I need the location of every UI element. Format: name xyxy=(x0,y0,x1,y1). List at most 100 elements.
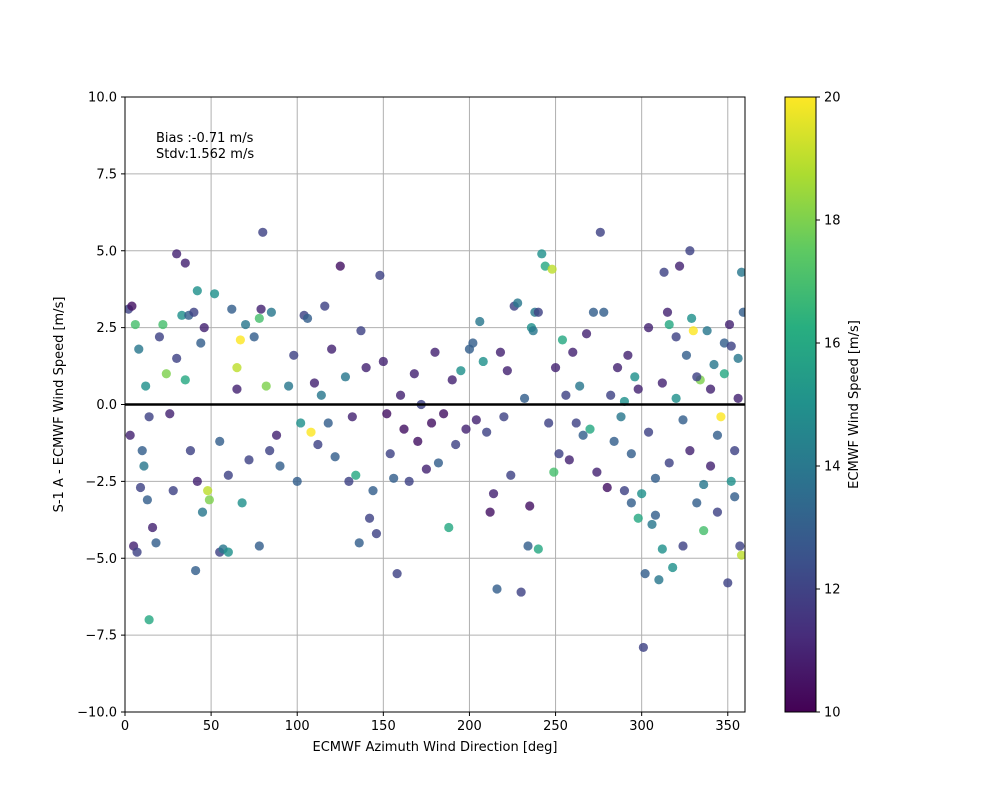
scatter-point xyxy=(399,424,409,434)
scatter-point xyxy=(640,569,650,579)
scatter-point xyxy=(738,307,745,317)
scatter-point xyxy=(395,390,406,400)
scatter-point xyxy=(172,353,182,363)
scatter-point xyxy=(404,476,414,486)
scatter-point xyxy=(197,507,208,517)
scatter-point xyxy=(654,575,664,585)
scatter-point xyxy=(344,476,354,486)
scatter-point xyxy=(261,381,271,391)
x-tick-label: 50 xyxy=(203,719,220,734)
scatter-point xyxy=(327,344,337,354)
scatter-point xyxy=(702,326,712,336)
scatter-point xyxy=(237,498,247,508)
scatter-point xyxy=(659,267,669,277)
colorbar-tick-label: 10 xyxy=(824,706,841,721)
scatter-point xyxy=(240,319,251,330)
scatter-point xyxy=(537,249,547,259)
scatter-point xyxy=(199,323,209,333)
colorbar-label: ECMWF Wind Speed [m/s] xyxy=(847,320,862,489)
scatter-point xyxy=(132,547,142,557)
scatter-point xyxy=(292,476,302,486)
scatter-point xyxy=(266,307,276,317)
scatter-point xyxy=(265,446,275,456)
scatter-point xyxy=(595,227,605,237)
scatter-point xyxy=(471,415,481,425)
scatter-point xyxy=(433,458,444,468)
scatter-point xyxy=(716,412,726,422)
scatter-point xyxy=(409,369,419,379)
x-tick-label: 0 xyxy=(121,719,129,734)
scatter-point xyxy=(633,513,643,523)
scatter-point xyxy=(142,495,152,505)
scatter-point xyxy=(723,578,733,588)
scatter-point xyxy=(499,412,509,422)
scatter-point xyxy=(364,513,375,523)
scatter-point xyxy=(347,412,357,422)
scatter-point xyxy=(657,378,667,388)
scatter-point xyxy=(127,301,137,311)
scatter-point xyxy=(354,538,364,548)
scatter-point xyxy=(203,486,213,496)
scatter-point xyxy=(557,335,568,345)
scatter-point xyxy=(485,507,495,517)
x-tick-label: 100 xyxy=(285,719,310,734)
scatter-point xyxy=(382,409,392,419)
scatter-point xyxy=(643,427,654,437)
scatter-point xyxy=(650,473,661,483)
scatter-point xyxy=(544,418,554,428)
y-tick-label: 10.0 xyxy=(88,91,117,106)
scatter-point xyxy=(284,381,294,391)
scatter-point xyxy=(309,378,320,388)
scatter-point xyxy=(235,335,245,345)
scatter-point xyxy=(609,436,619,446)
scatter-point xyxy=(368,486,378,496)
scatter-point xyxy=(513,298,523,308)
x-tick-label: 150 xyxy=(371,719,396,734)
scatter-point xyxy=(209,289,220,299)
colorbar xyxy=(784,96,817,713)
scatter-point xyxy=(626,498,636,508)
scatter-point xyxy=(685,246,695,256)
scatter-point xyxy=(189,307,199,317)
scatter-point xyxy=(506,470,516,480)
scatter-point xyxy=(733,353,743,363)
scatter-point xyxy=(192,286,202,296)
scatter-point xyxy=(296,418,306,428)
scatter-point xyxy=(468,338,478,348)
scatter-point xyxy=(647,519,657,530)
scatter-point xyxy=(135,482,146,493)
scatter-point xyxy=(316,390,326,400)
scatter-point xyxy=(289,350,299,360)
scatter-point xyxy=(215,436,225,446)
scatter-point xyxy=(356,326,366,336)
scatter-point xyxy=(699,525,709,536)
x-tick-label: 200 xyxy=(457,719,482,734)
scatter-point xyxy=(254,541,264,551)
scatter-point xyxy=(735,541,745,551)
scatter-point xyxy=(724,319,735,330)
scatter-point xyxy=(671,393,681,403)
scatter-point xyxy=(413,436,423,446)
scatter-point xyxy=(172,249,182,259)
scatter-point xyxy=(602,482,612,493)
colorbar-tick-label: 12 xyxy=(824,583,841,598)
scatter-point xyxy=(540,261,550,271)
scatter-point xyxy=(320,301,330,311)
scatter-point xyxy=(223,547,233,557)
scatter-point xyxy=(249,332,259,342)
scatter-point xyxy=(664,319,674,330)
colorbar-tick-label: 16 xyxy=(824,337,841,352)
scatter-point xyxy=(619,486,630,496)
scatter-point xyxy=(733,393,743,403)
y-tick-label: 7.5 xyxy=(96,167,117,182)
scatter-point xyxy=(492,584,502,594)
scatter-point xyxy=(719,338,729,348)
scatter-point xyxy=(137,446,147,456)
scatter-point xyxy=(335,261,345,271)
scatter-point xyxy=(141,381,151,391)
scatter-point xyxy=(719,369,729,379)
scatter-point xyxy=(330,452,340,462)
scatter-point xyxy=(451,439,461,450)
scatter-point xyxy=(185,446,196,456)
scatter-point xyxy=(161,369,171,379)
